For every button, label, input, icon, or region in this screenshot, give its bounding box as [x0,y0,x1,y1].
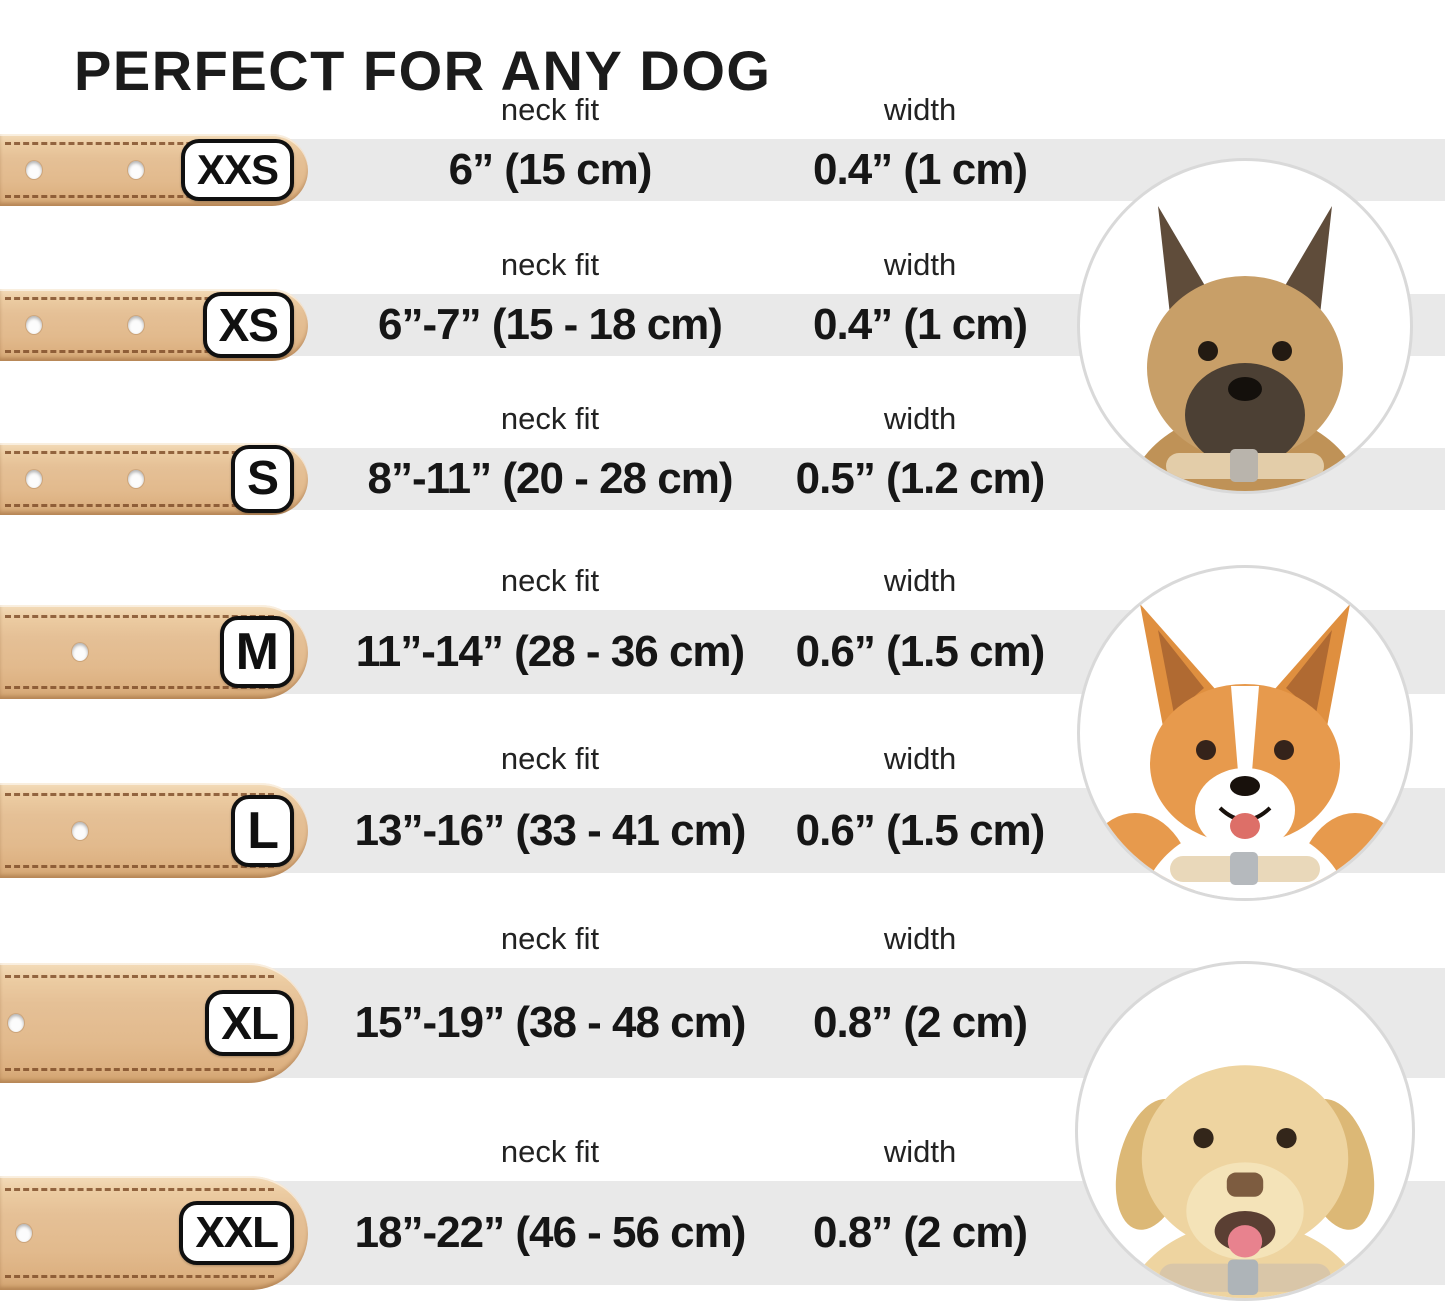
size-badge: S [230,445,294,513]
collar-hole [128,470,144,488]
collar-hole [128,161,144,179]
collar-hole [26,470,42,488]
width-column-label: width [883,741,957,776]
neck-fit-column-label: neck fit [500,741,600,776]
size-badge: XS [202,292,294,358]
corgi-photo [1077,565,1413,901]
width-value: 0.4” (1 cm) [813,300,1028,349]
neck-fit-value: 8”-11” (20 - 28 cm) [367,454,734,503]
collar-hole [128,316,144,334]
width-value: 0.8” (2 cm) [813,1208,1028,1257]
collar-hole [8,1014,24,1032]
stitching [5,297,274,300]
page-title: PERFECT FOR ANY DOG [74,38,772,102]
width-column-label: width [883,563,957,598]
size-badge: XL [205,990,294,1056]
corgi-illustration [1080,604,1410,898]
size-badge: XXS [180,139,294,201]
width-column-label: width [883,92,957,127]
collar-strap: XXS [0,134,308,206]
neck-fit-column-label: neck fit [500,247,600,282]
labrador-illustration [1115,1065,1375,1298]
terrier-illustration [1127,206,1363,491]
stitching [5,350,274,353]
stitching [5,1068,274,1071]
width-value: 0.6” (1.5 cm) [795,627,1046,676]
neck-fit-value: 18”-22” (46 - 56 cm) [354,1208,747,1257]
neck-fit-value: 15”-19” (38 - 48 cm) [354,998,747,1047]
collar-hole [16,1224,32,1242]
size-badge: L [231,794,294,867]
stitching [5,451,274,454]
width-column-label: width [883,1134,957,1169]
neck-fit-value: 6”-7” (15 - 18 cm) [378,300,723,349]
neck-fit-value: 11”-14” (28 - 36 cm) [355,627,745,676]
collar-hole [72,643,88,661]
size-badge: XXL [179,1201,294,1265]
stitching [5,793,274,796]
width-column-label: width [883,247,957,282]
neck-fit-column-label: neck fit [500,1134,600,1169]
neck-fit-column-label: neck fit [500,921,600,956]
width-value: 0.8” (2 cm) [813,998,1028,1047]
width-value: 0.4” (1 cm) [813,145,1028,194]
stitching [5,142,274,145]
stitching [5,865,274,868]
stitching [5,504,274,507]
size-badge: M [219,616,294,688]
stitching [5,975,274,978]
width-column-label: width [883,921,957,956]
width-column-label: width [883,401,957,436]
width-value: 0.5” (1.2 cm) [795,454,1046,503]
collar-strap: L [0,783,308,878]
terrier-photo [1077,158,1413,494]
labrador-photo [1075,961,1415,1301]
collar-hole [72,821,88,840]
neck-fit-value: 13”-16” (33 - 41 cm) [354,805,747,855]
collar-strap: XL [0,963,308,1083]
stitching [5,1275,274,1278]
neck-fit-column-label: neck fit [500,401,600,436]
collar-strap: XXL [0,1176,308,1290]
width-value: 0.6” (1.5 cm) [795,805,1046,855]
collar-strap: M [0,605,308,699]
neck-fit-column-label: neck fit [500,92,600,127]
stitching [5,615,274,618]
stitching [5,195,274,198]
collar-hole [26,161,42,179]
neck-fit-column-label: neck fit [500,563,600,598]
collar-strap: XS [0,289,308,361]
stitching [5,1188,274,1191]
stitching [5,686,274,689]
collar-strap: S [0,443,308,515]
neck-fit-value: 6” (15 cm) [448,145,653,194]
collar-hole [26,316,42,334]
